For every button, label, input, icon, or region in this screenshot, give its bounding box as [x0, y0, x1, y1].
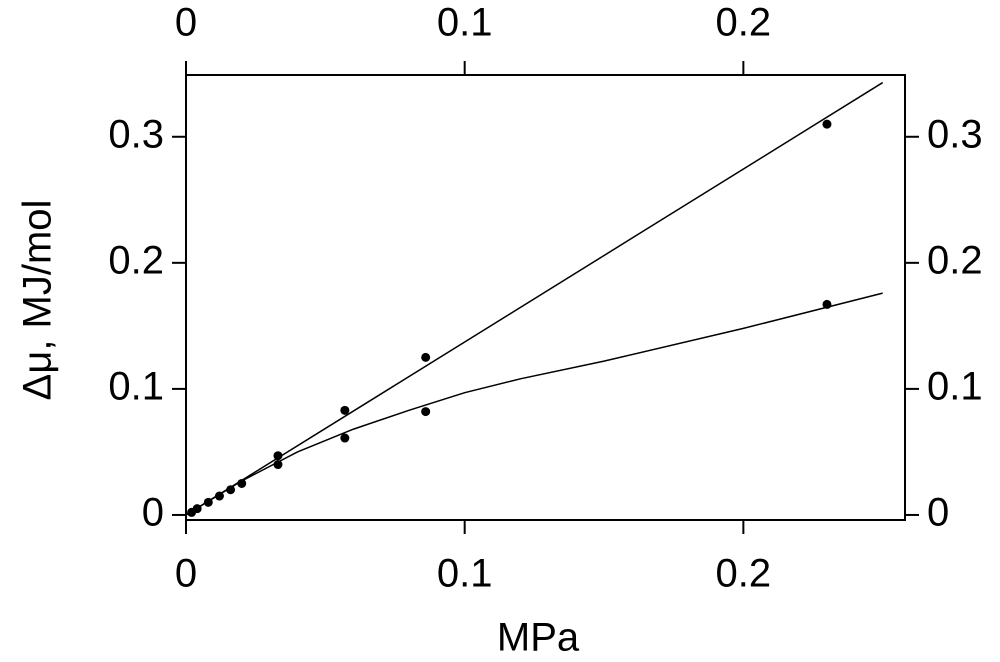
- y2-tick-label: 0.3: [927, 112, 983, 156]
- data-point: [273, 451, 283, 461]
- y2-tick-label: 0.1: [927, 364, 983, 408]
- x2-tick-label: 0: [175, 1, 197, 45]
- data-point: [822, 119, 832, 129]
- data-point: [421, 352, 431, 362]
- data-point: [340, 405, 350, 415]
- y-tick-label: 0.3: [108, 112, 164, 156]
- data-point: [273, 460, 283, 470]
- y2-tick-label: 0: [927, 491, 949, 535]
- data-point: [226, 485, 236, 495]
- x2-tick-label: 0.1: [437, 1, 493, 45]
- y-axis-label: Δμ, MJ/mol: [16, 200, 60, 401]
- data-point: [340, 433, 350, 443]
- y-tick-label: 0.1: [108, 364, 164, 408]
- x-tick-label: 0.1: [437, 552, 493, 596]
- plot-frame: [185, 74, 906, 521]
- y-tick-label: 0.2: [108, 238, 164, 282]
- x2-tick-label: 0.2: [716, 1, 772, 45]
- fit-line: [185, 292, 883, 516]
- fit-line: [185, 81, 884, 516]
- x-tick-label: 0: [175, 552, 197, 596]
- y2-tick-label: 0.2: [927, 238, 983, 282]
- x-axis-label: MPa: [497, 616, 580, 660]
- x-tick-label: 0.2: [716, 552, 772, 596]
- data-point: [421, 407, 431, 417]
- y-tick-label: 0: [142, 491, 164, 535]
